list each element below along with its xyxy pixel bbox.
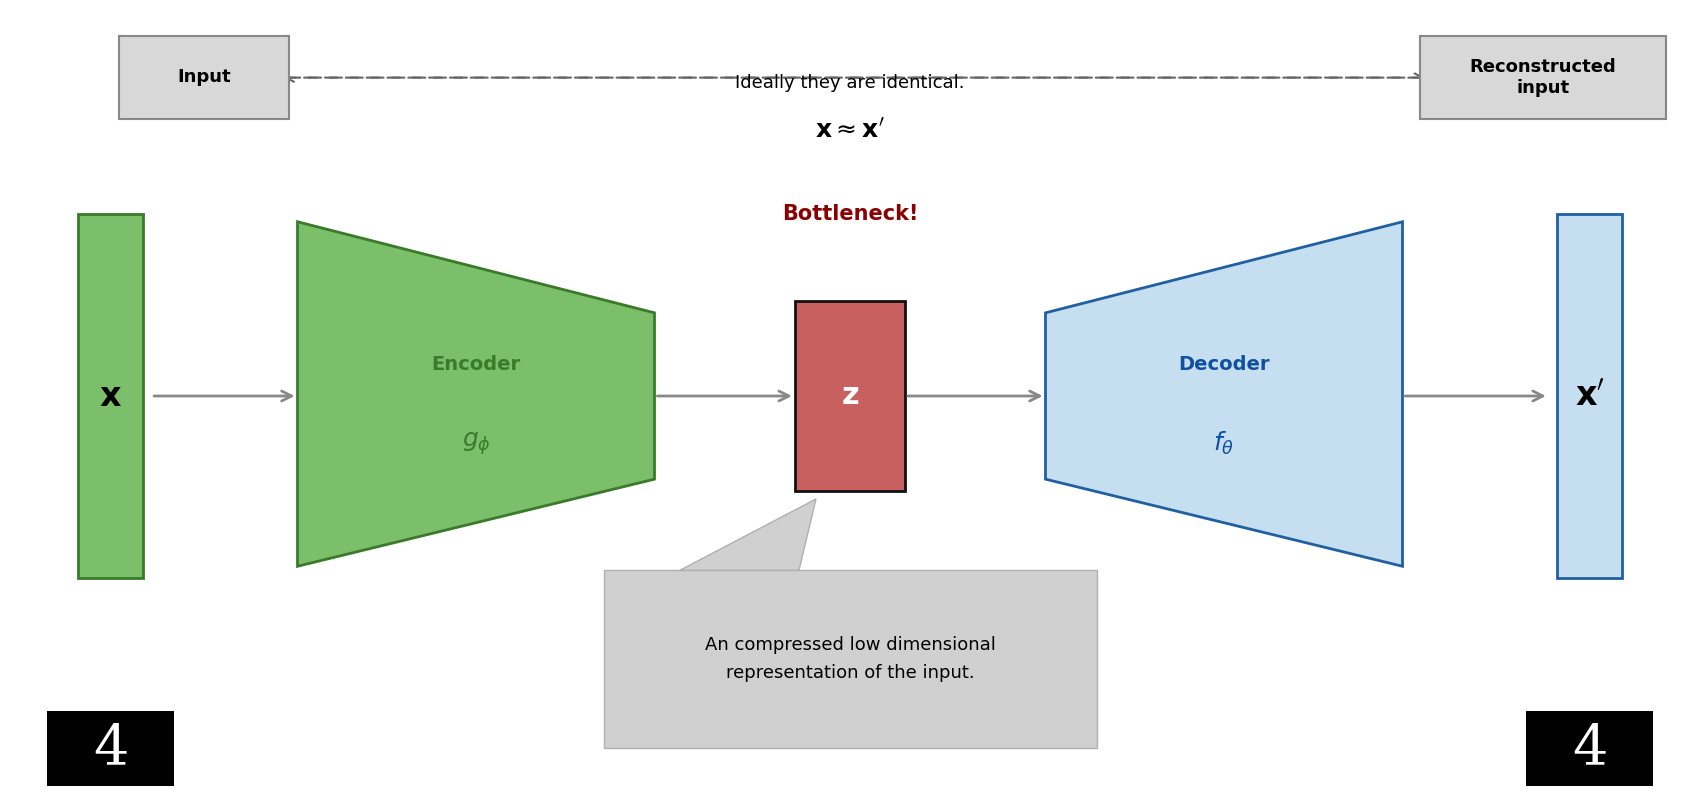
Bar	[78, 214, 143, 578]
Text: An compressed low dimensional
representation of the input.: An compressed low dimensional representa…	[704, 637, 996, 682]
Bar	[1557, 214, 1622, 578]
Text: $\mathbf{x} \approx \mathbf{x^{\prime}}$: $\mathbf{x} \approx \mathbf{x^{\prime}}$	[814, 119, 886, 143]
Bar	[1527, 711, 1652, 786]
Bar	[48, 711, 175, 786]
Text: $\mathbf{x}$: $\mathbf{x}$	[99, 379, 122, 413]
FancyBboxPatch shape	[1420, 36, 1666, 119]
Text: Encoder: Encoder	[432, 355, 520, 374]
Polygon shape	[680, 499, 816, 570]
Text: $f_\theta$: $f_\theta$	[1214, 430, 1234, 457]
Bar	[794, 301, 904, 491]
Text: 4: 4	[94, 721, 128, 776]
Text: Ideally they are identical.: Ideally they are identical.	[734, 74, 966, 92]
Text: $g_\phi$: $g_\phi$	[462, 430, 490, 457]
Text: $\mathbf{x^{\prime}}$: $\mathbf{x^{\prime}}$	[1574, 379, 1605, 413]
FancyBboxPatch shape	[119, 36, 289, 119]
Text: Reconstructed
input: Reconstructed input	[1469, 58, 1617, 97]
Text: Input: Input	[177, 68, 231, 86]
Polygon shape	[1046, 222, 1402, 566]
FancyBboxPatch shape	[604, 570, 1096, 748]
Polygon shape	[298, 222, 654, 566]
Text: Decoder: Decoder	[1178, 355, 1270, 374]
Text: $\mathbf{z}$: $\mathbf{z}$	[842, 382, 858, 410]
Text: 4: 4	[1572, 721, 1606, 776]
Text: Bottleneck!: Bottleneck!	[782, 204, 918, 224]
